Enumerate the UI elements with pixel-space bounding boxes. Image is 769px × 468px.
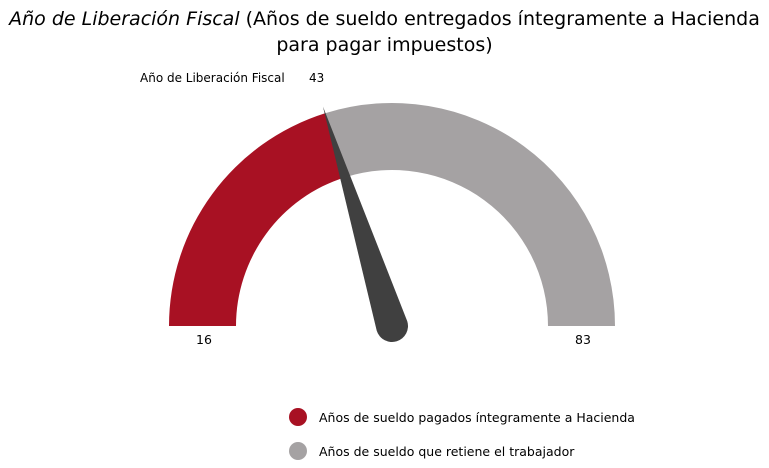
gauge-min-label: 16: [196, 332, 212, 347]
legend-item-retained[interactable]: Años de sueldo que retiene el trabajador: [289, 434, 635, 468]
legend-marker-paid: [289, 408, 307, 426]
chart-title-italic: Año de Liberación Fiscal: [9, 8, 240, 30]
legend-label-retained: Años de sueldo que retiene el trabajador: [319, 443, 575, 459]
gauge-max-label: 83: [575, 332, 591, 347]
legend-label-paid: Años de sueldo pagados íntegramente a Ha…: [319, 409, 635, 425]
gauge-label: Año de Liberación Fiscal: [140, 71, 285, 85]
gauge-arc-paid: [169, 113, 346, 326]
gauge-value-label: 43: [309, 71, 325, 85]
legend-item-paid[interactable]: Años de sueldo pagados íntegramente a Ha…: [289, 400, 635, 434]
gauge-needle: [322, 106, 408, 343]
legend-marker-retained: [289, 442, 307, 460]
chart-title-rest: (Años de sueldo entregados íntegramente …: [239, 8, 760, 56]
legend: Años de sueldo pagados íntegramente a Ha…: [289, 400, 635, 468]
gauge-arc-retained: [325, 102, 615, 326]
chart-title: Año de Liberación Fiscal (Años de sueldo…: [0, 6, 769, 58]
